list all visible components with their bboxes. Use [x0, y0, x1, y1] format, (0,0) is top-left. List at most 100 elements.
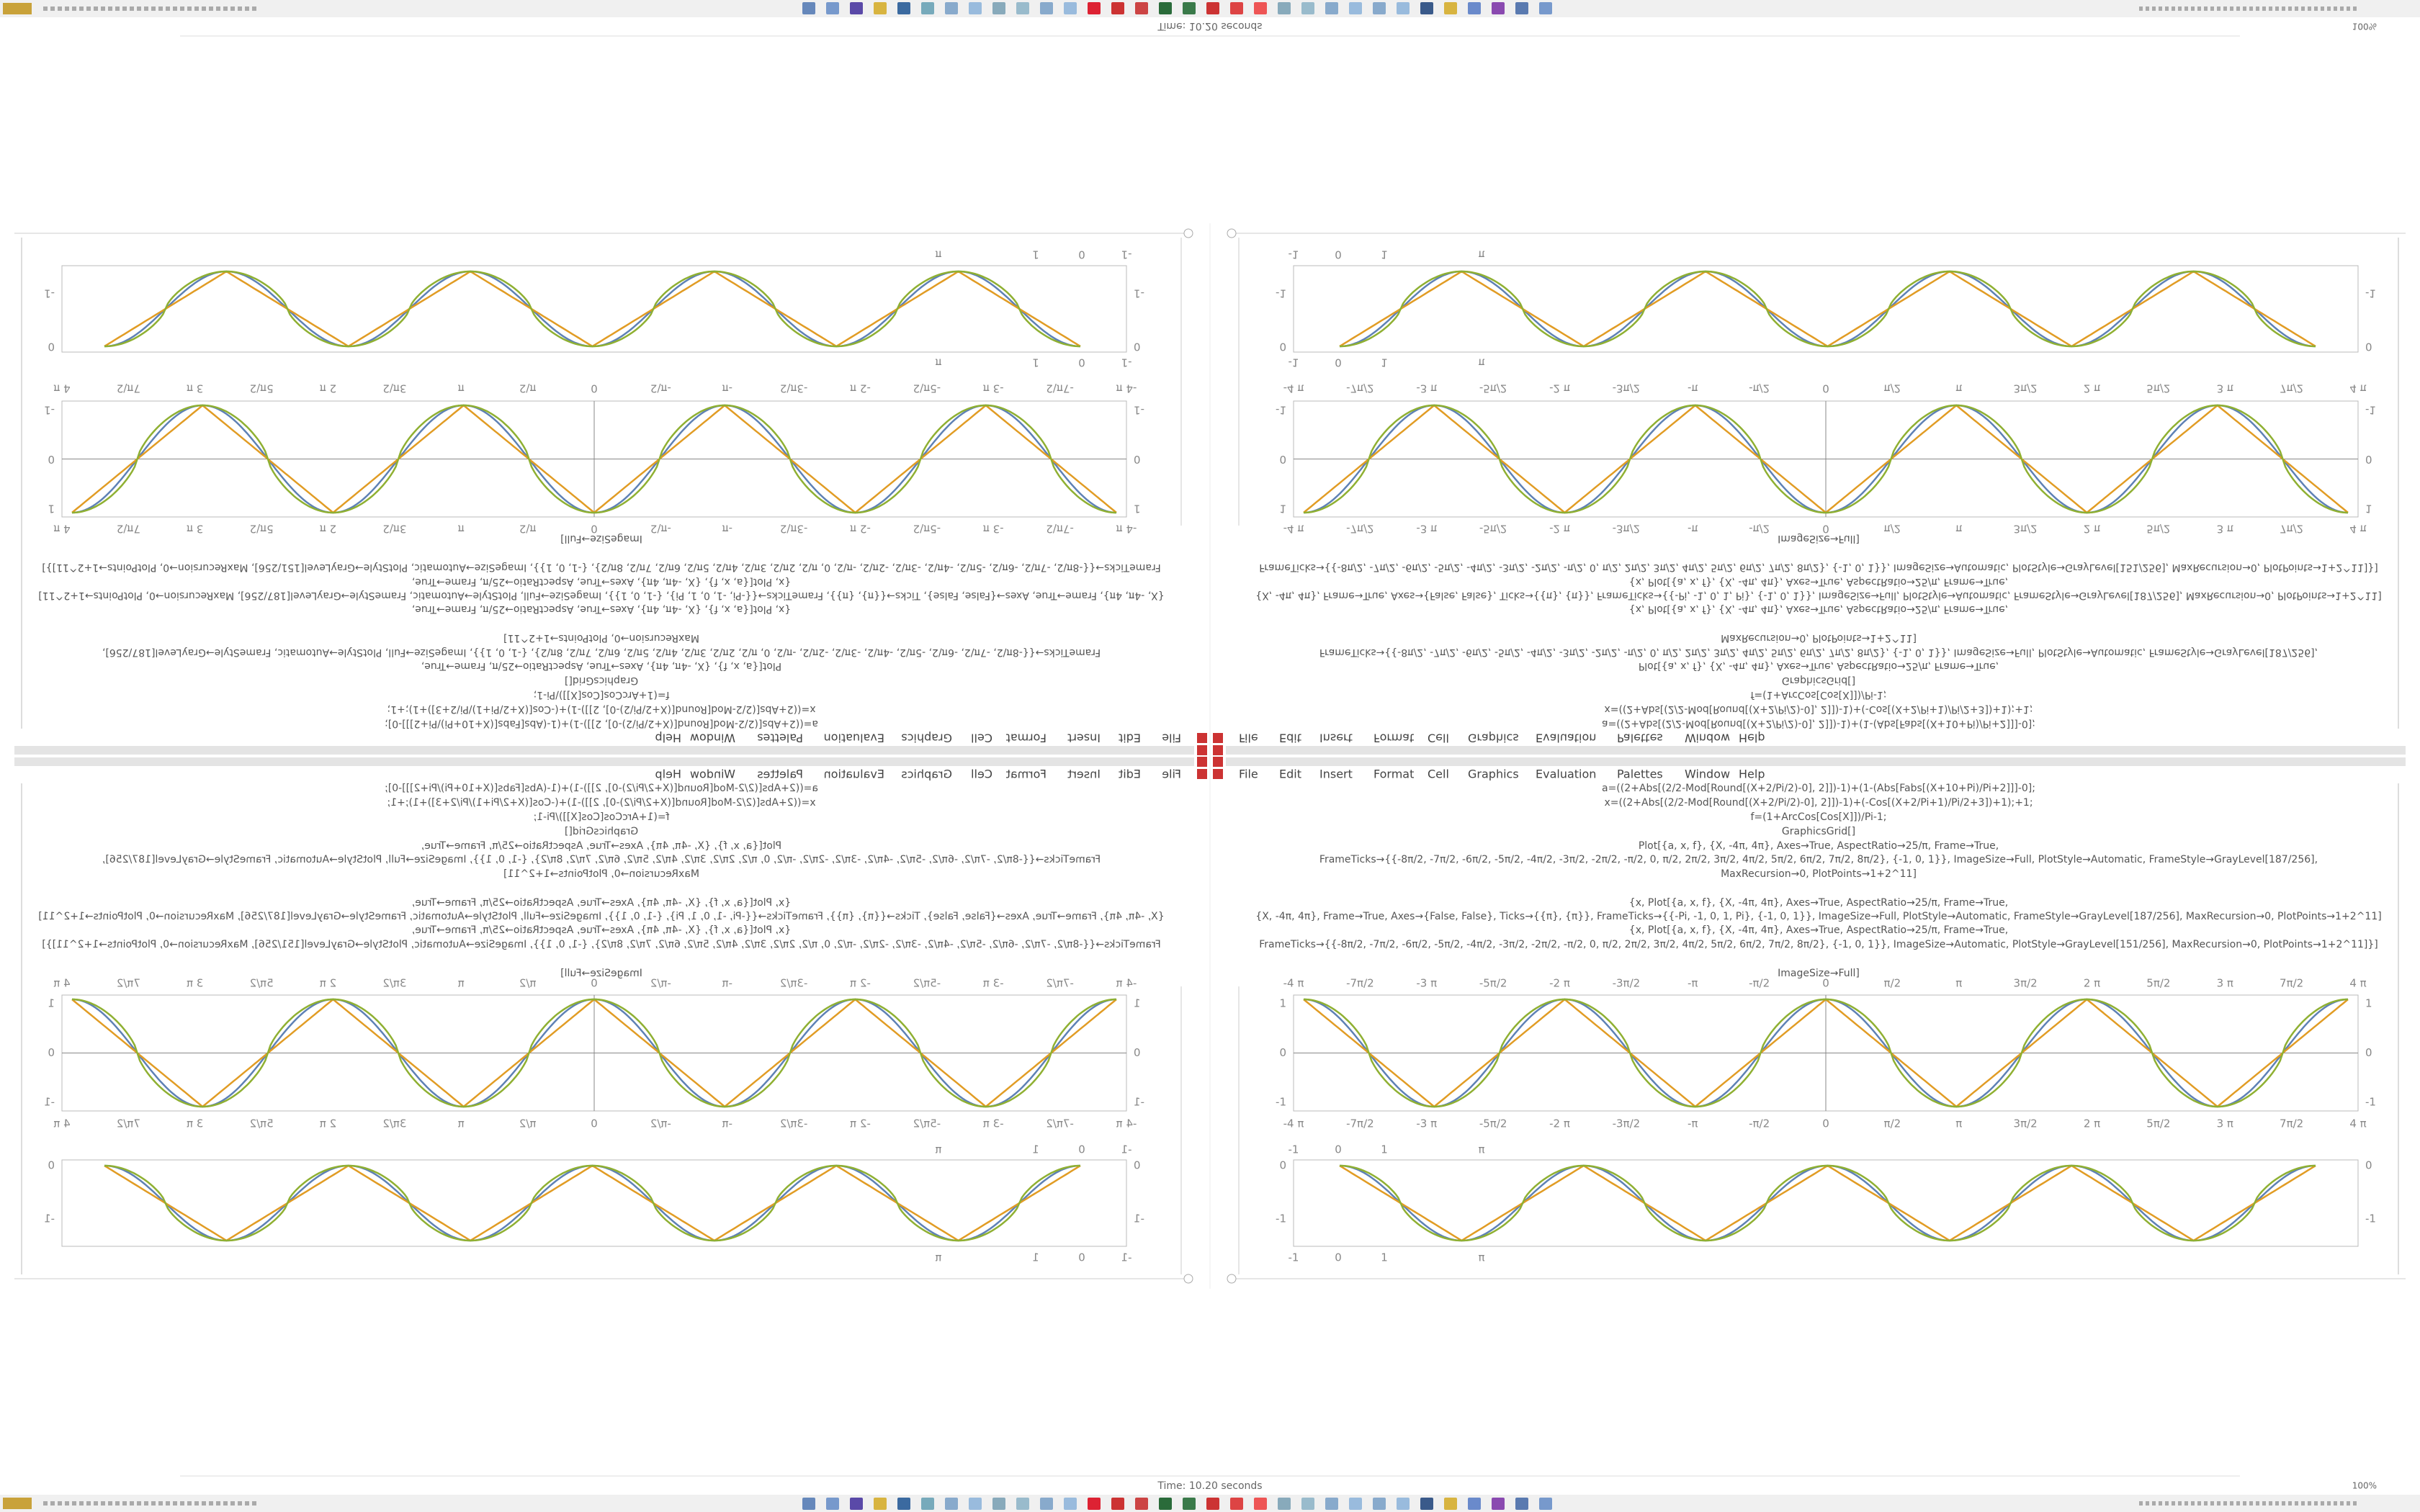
menu-item[interactable]: Format [1006, 768, 1047, 781]
taskbar-icon[interactable] [1254, 1498, 1267, 1510]
toolbar-button[interactable] [1197, 733, 1207, 743]
taskbar-icon[interactable] [1016, 1498, 1029, 1510]
taskbar-icon[interactable] [1397, 1498, 1410, 1510]
toolbar-button[interactable] [1213, 733, 1223, 743]
taskbar-icon[interactable] [1183, 2, 1196, 14]
taskbar-icon[interactable] [826, 2, 839, 14]
taskbar-icon[interactable] [1468, 2, 1481, 14]
taskbar-icon[interactable] [1016, 2, 1029, 14]
taskbar-icon[interactable] [969, 2, 982, 14]
start-icon[interactable] [3, 3, 32, 14]
taskbar-icon[interactable] [1040, 1498, 1053, 1510]
taskbar-icon[interactable] [1492, 1498, 1505, 1510]
taskbar-icon[interactable] [945, 2, 958, 14]
menu-item[interactable]: Format [1373, 732, 1414, 745]
menu-item[interactable]: Palettes [1617, 732, 1663, 745]
taskbar-icon[interactable] [1515, 2, 1528, 14]
taskbar-icon[interactable] [850, 1498, 863, 1510]
taskbar-icon[interactable] [802, 2, 815, 14]
cell-insert[interactable] [1227, 1274, 1237, 1284]
taskbar-icon[interactable] [1420, 1498, 1433, 1510]
taskbar-icon[interactable] [1420, 2, 1433, 14]
taskbar-icon[interactable] [1159, 2, 1172, 14]
taskbar-icon[interactable] [1254, 2, 1267, 14]
menu-item[interactable]: Palettes [757, 732, 803, 745]
menu-item[interactable]: Edit [1279, 732, 1301, 745]
menu-item[interactable]: Window [1685, 732, 1730, 745]
menu-item[interactable]: File [1162, 768, 1181, 781]
toolbar-button[interactable] [1197, 757, 1207, 767]
taskbar-icon[interactable] [1492, 2, 1505, 14]
menu-item[interactable]: Evaluation [824, 732, 884, 745]
taskbar-icon[interactable] [1088, 1498, 1101, 1510]
menu-item[interactable]: Cell [971, 768, 992, 781]
cell-insert[interactable] [1183, 228, 1193, 238]
menu-item[interactable]: Insert [1067, 768, 1101, 781]
cell-insert[interactable] [1183, 1274, 1193, 1284]
taskbar-icon[interactable] [1183, 1498, 1196, 1510]
taskbar-icon[interactable] [1325, 2, 1338, 14]
taskbar-icon[interactable] [1515, 1498, 1528, 1510]
menu-item[interactable]: Help [655, 768, 681, 781]
cell-insert[interactable] [1227, 228, 1237, 238]
menu-item[interactable]: Palettes [757, 768, 803, 781]
menu-item[interactable]: Cell [1428, 732, 1449, 745]
menu-item[interactable]: Edit [1119, 768, 1141, 781]
taskbar-icon[interactable] [1468, 1498, 1481, 1510]
menu-item[interactable]: Insert [1319, 768, 1353, 781]
toolbar-button[interactable] [1213, 769, 1223, 779]
taskbar-icon[interactable] [1230, 1498, 1243, 1510]
toolbar-button[interactable] [1213, 757, 1223, 767]
taskbar-icon[interactable] [897, 1498, 910, 1510]
taskbar-icon[interactable] [1278, 2, 1291, 14]
toolbar-button[interactable] [1197, 745, 1207, 755]
taskbar-icon[interactable] [1444, 2, 1457, 14]
taskbar-icon[interactable] [992, 1498, 1005, 1510]
menu-item[interactable]: Edit [1119, 732, 1141, 745]
menu-item[interactable]: Palettes [1617, 768, 1663, 781]
menu-item[interactable]: Evaluation [824, 768, 884, 781]
taskbar-icon[interactable] [1040, 2, 1053, 14]
menu-item[interactable]: File [1239, 768, 1258, 781]
menu-item[interactable]: Graphics [1468, 768, 1519, 781]
taskbar-icon[interactable] [897, 2, 910, 14]
taskbar-icon[interactable] [1064, 2, 1077, 14]
taskbar-icon[interactable] [1230, 2, 1243, 14]
taskbar-icon[interactable] [1325, 1498, 1338, 1510]
menu-item[interactable]: Edit [1279, 768, 1301, 781]
taskbar-icon[interactable] [1349, 1498, 1362, 1510]
taskbar-icon[interactable] [850, 2, 863, 14]
menu-item[interactable]: Graphics [901, 732, 952, 745]
menu-item[interactable]: File [1239, 732, 1258, 745]
taskbar-icon[interactable] [1111, 2, 1124, 14]
taskbar-icon[interactable] [921, 2, 934, 14]
taskbar-icon[interactable] [1206, 1498, 1219, 1510]
taskbar-icon[interactable] [1539, 1498, 1552, 1510]
menu-item[interactable]: Graphics [1468, 732, 1519, 745]
menu-item[interactable]: Window [690, 732, 735, 745]
menu-item[interactable]: Window [690, 768, 735, 781]
start-icon[interactable] [3, 1498, 32, 1509]
taskbar-icon[interactable] [1206, 2, 1219, 14]
taskbar-icon[interactable] [1088, 2, 1101, 14]
taskbar-icon[interactable] [802, 1498, 815, 1510]
taskbar-icon[interactable] [1301, 2, 1314, 14]
menu-item[interactable]: Help [1739, 732, 1765, 745]
menu-item[interactable]: Insert [1319, 732, 1353, 745]
taskbar-icon[interactable] [1349, 2, 1362, 14]
taskbar-icon[interactable] [1373, 2, 1386, 14]
taskbar-icon[interactable] [1301, 1498, 1314, 1510]
menu-item[interactable]: Insert [1067, 732, 1101, 745]
taskbar-icon[interactable] [1539, 2, 1552, 14]
taskbar-icon[interactable] [1159, 1498, 1172, 1510]
taskbar-icon[interactable] [1111, 1498, 1124, 1510]
menu-item[interactable]: Cell [1428, 768, 1449, 781]
taskbar-icon[interactable] [992, 2, 1005, 14]
taskbar-icon[interactable] [969, 1498, 982, 1510]
taskbar-icon[interactable] [874, 2, 887, 14]
toolbar-button[interactable] [1197, 769, 1207, 779]
menu-item[interactable]: File [1162, 732, 1181, 745]
menu-item[interactable]: Evaluation [1536, 732, 1596, 745]
menu-item[interactable]: Format [1006, 732, 1047, 745]
taskbar-icon[interactable] [1135, 2, 1148, 14]
